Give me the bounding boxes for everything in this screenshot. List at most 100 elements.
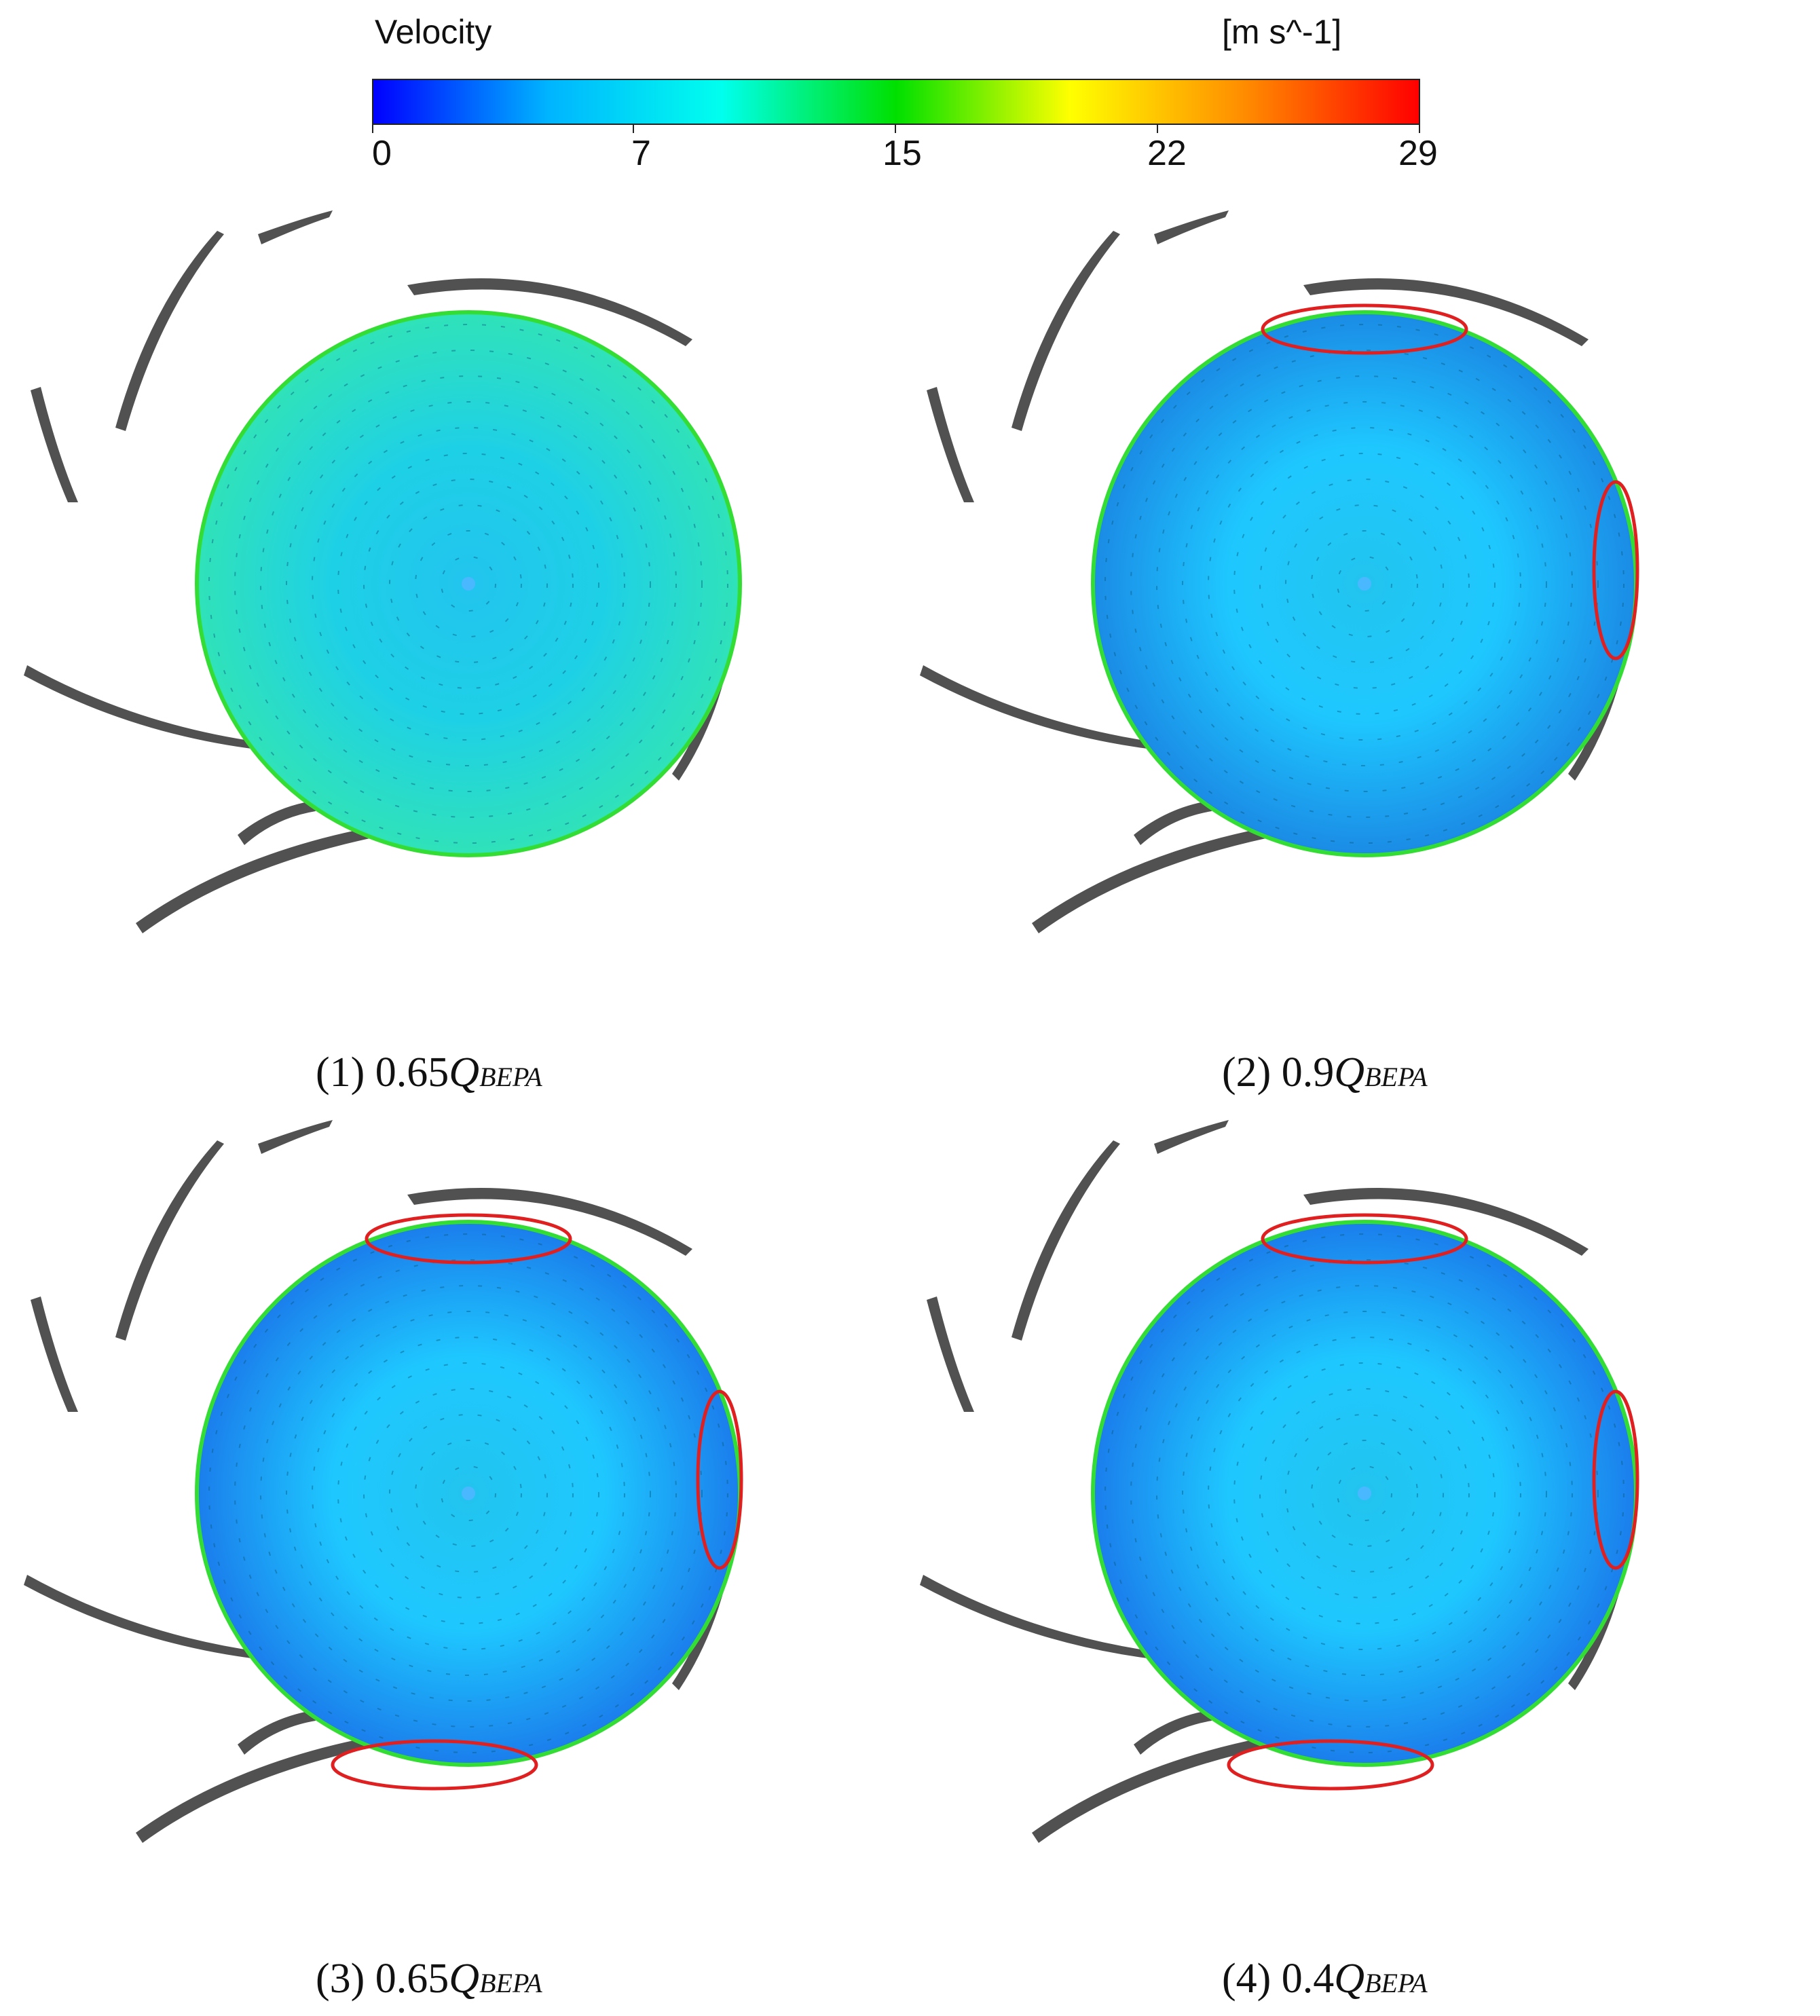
streamline-ring bbox=[312, 1337, 625, 1650]
caption-value: 0.65 bbox=[375, 1956, 449, 2002]
tick-label-0: 0 bbox=[372, 134, 392, 173]
streamline-ring bbox=[1130, 350, 1599, 818]
streamline-ring bbox=[1311, 530, 1418, 637]
vortex-center bbox=[462, 577, 475, 591]
tick-mark bbox=[372, 125, 373, 133]
impeller-blade bbox=[407, 278, 692, 346]
streamline-ring bbox=[286, 401, 651, 766]
streamline-ring bbox=[260, 375, 677, 792]
impeller-blade bbox=[31, 1296, 78, 1412]
recirculation-highlight-bottom bbox=[331, 1739, 538, 1791]
caption-panel-4: (4) 0.4QBEPA bbox=[1222, 1955, 1428, 2003]
streamline-ring bbox=[1104, 324, 1624, 844]
impeller-blade bbox=[136, 1738, 370, 1843]
legend-title: Velocity bbox=[375, 13, 492, 51]
velocity-colorbar-legend: Velocity [m s^-1] 0 7 15 22 29 bbox=[0, 0, 1820, 190]
impeller-blade bbox=[1303, 1188, 1589, 1256]
impeller-panel-3 bbox=[14, 1113, 923, 1955]
streamline-ring bbox=[234, 1259, 703, 1728]
streamline-ring bbox=[389, 504, 548, 663]
streamline-ring bbox=[363, 1388, 574, 1599]
caption-number: (3) bbox=[316, 1956, 365, 2002]
caption-panel-1: (1) 0.65QBEPA bbox=[316, 1049, 542, 1097]
streamline-ring bbox=[1208, 1337, 1521, 1650]
impeller-panel-4 bbox=[910, 1113, 1819, 1955]
impeller-blade bbox=[927, 387, 974, 502]
streamline-ring bbox=[441, 556, 496, 612]
impeller-blade bbox=[1032, 1738, 1266, 1843]
vortex-center bbox=[1358, 577, 1371, 591]
streamline-ring bbox=[363, 479, 574, 689]
vortex-center bbox=[1358, 1487, 1371, 1500]
caption-subscript: BEPA bbox=[1364, 1968, 1428, 1998]
colorbar-gradient bbox=[372, 79, 1420, 125]
streamline-ring bbox=[415, 530, 522, 637]
streamline-ring bbox=[415, 1440, 522, 1547]
streamline-ring bbox=[389, 1414, 548, 1573]
streamline-ring bbox=[337, 1362, 599, 1624]
tick-label-15: 15 bbox=[883, 134, 922, 173]
velocity-field-plot bbox=[920, 210, 1639, 933]
caption-subscript: BEPA bbox=[1364, 1062, 1428, 1092]
tick-mark bbox=[1157, 125, 1158, 133]
vortex-center bbox=[462, 1487, 475, 1500]
tick-label-7: 7 bbox=[631, 134, 651, 173]
velocity-field-plot bbox=[24, 210, 742, 933]
caption-number: (2) bbox=[1222, 1049, 1271, 1096]
streamline-ring bbox=[1156, 375, 1573, 792]
caption-subscript: BEPA bbox=[479, 1062, 542, 1092]
recirculation-highlight-top bbox=[365, 1213, 572, 1265]
streamline-ring bbox=[1311, 1440, 1418, 1547]
streamline-ring bbox=[1285, 504, 1444, 663]
caption-panel-2: (2) 0.9QBEPA bbox=[1222, 1049, 1428, 1097]
recirculation-highlight-right bbox=[696, 1389, 743, 1570]
impeller-blade bbox=[258, 210, 333, 244]
streamline-ring bbox=[1182, 401, 1547, 766]
impeller-blade bbox=[1032, 828, 1266, 933]
impeller-blade bbox=[1303, 278, 1589, 346]
impeller-blade bbox=[927, 1296, 974, 1412]
caption-subscript: BEPA bbox=[479, 1968, 542, 1998]
impeller-blade bbox=[115, 1140, 224, 1341]
caption-value: 0.4 bbox=[1281, 1956, 1335, 2002]
caption-value: 0.9 bbox=[1281, 1049, 1335, 1096]
impeller-blade bbox=[1154, 1120, 1229, 1154]
velocity-field-plot bbox=[920, 1120, 1639, 1843]
streamline-ring bbox=[1182, 1311, 1547, 1676]
impeller-blade bbox=[1011, 231, 1120, 431]
streamline-ring bbox=[1259, 1388, 1470, 1599]
streamline-ring bbox=[208, 1233, 728, 1753]
streamline-ring bbox=[1337, 1466, 1392, 1521]
streamline-ring bbox=[234, 350, 703, 818]
streamline-ring bbox=[1233, 453, 1496, 715]
tick-mark bbox=[895, 125, 896, 133]
streamline-ring bbox=[1104, 1233, 1624, 1753]
streamline-ring bbox=[1208, 427, 1521, 741]
streamline-ring bbox=[1285, 1414, 1444, 1573]
impeller-blade bbox=[136, 828, 370, 933]
caption-q: Q bbox=[1334, 1956, 1365, 2002]
streamline-ring bbox=[441, 1466, 496, 1521]
velocity-field-plot bbox=[24, 1120, 743, 1843]
streamline-ring bbox=[1130, 1259, 1599, 1728]
impeller-blade bbox=[1154, 210, 1229, 244]
impeller-blade bbox=[238, 1711, 316, 1755]
streamline-ring bbox=[312, 427, 625, 741]
caption-value: 0.65 bbox=[375, 1049, 449, 1096]
streamline-ring bbox=[286, 1311, 651, 1676]
impeller-panel-1 bbox=[14, 204, 923, 1045]
streamline-ring bbox=[1233, 1362, 1496, 1624]
impeller-blade bbox=[1134, 801, 1212, 845]
recirculation-highlight-top bbox=[1261, 1213, 1468, 1265]
caption-panel-3: (3) 0.65QBEPA bbox=[316, 1955, 542, 2003]
caption-q: Q bbox=[449, 1956, 480, 2002]
streamline-ring bbox=[1156, 1285, 1573, 1702]
tick-mark bbox=[633, 125, 634, 133]
streamline-ring bbox=[260, 1285, 677, 1702]
impeller-blade bbox=[258, 1120, 333, 1154]
impeller-panel-2 bbox=[910, 204, 1819, 1045]
caption-q: Q bbox=[449, 1049, 480, 1096]
impeller-blade bbox=[1011, 1140, 1120, 1341]
recirculation-highlight-top bbox=[1261, 303, 1468, 355]
tick-label-22: 22 bbox=[1147, 134, 1187, 173]
